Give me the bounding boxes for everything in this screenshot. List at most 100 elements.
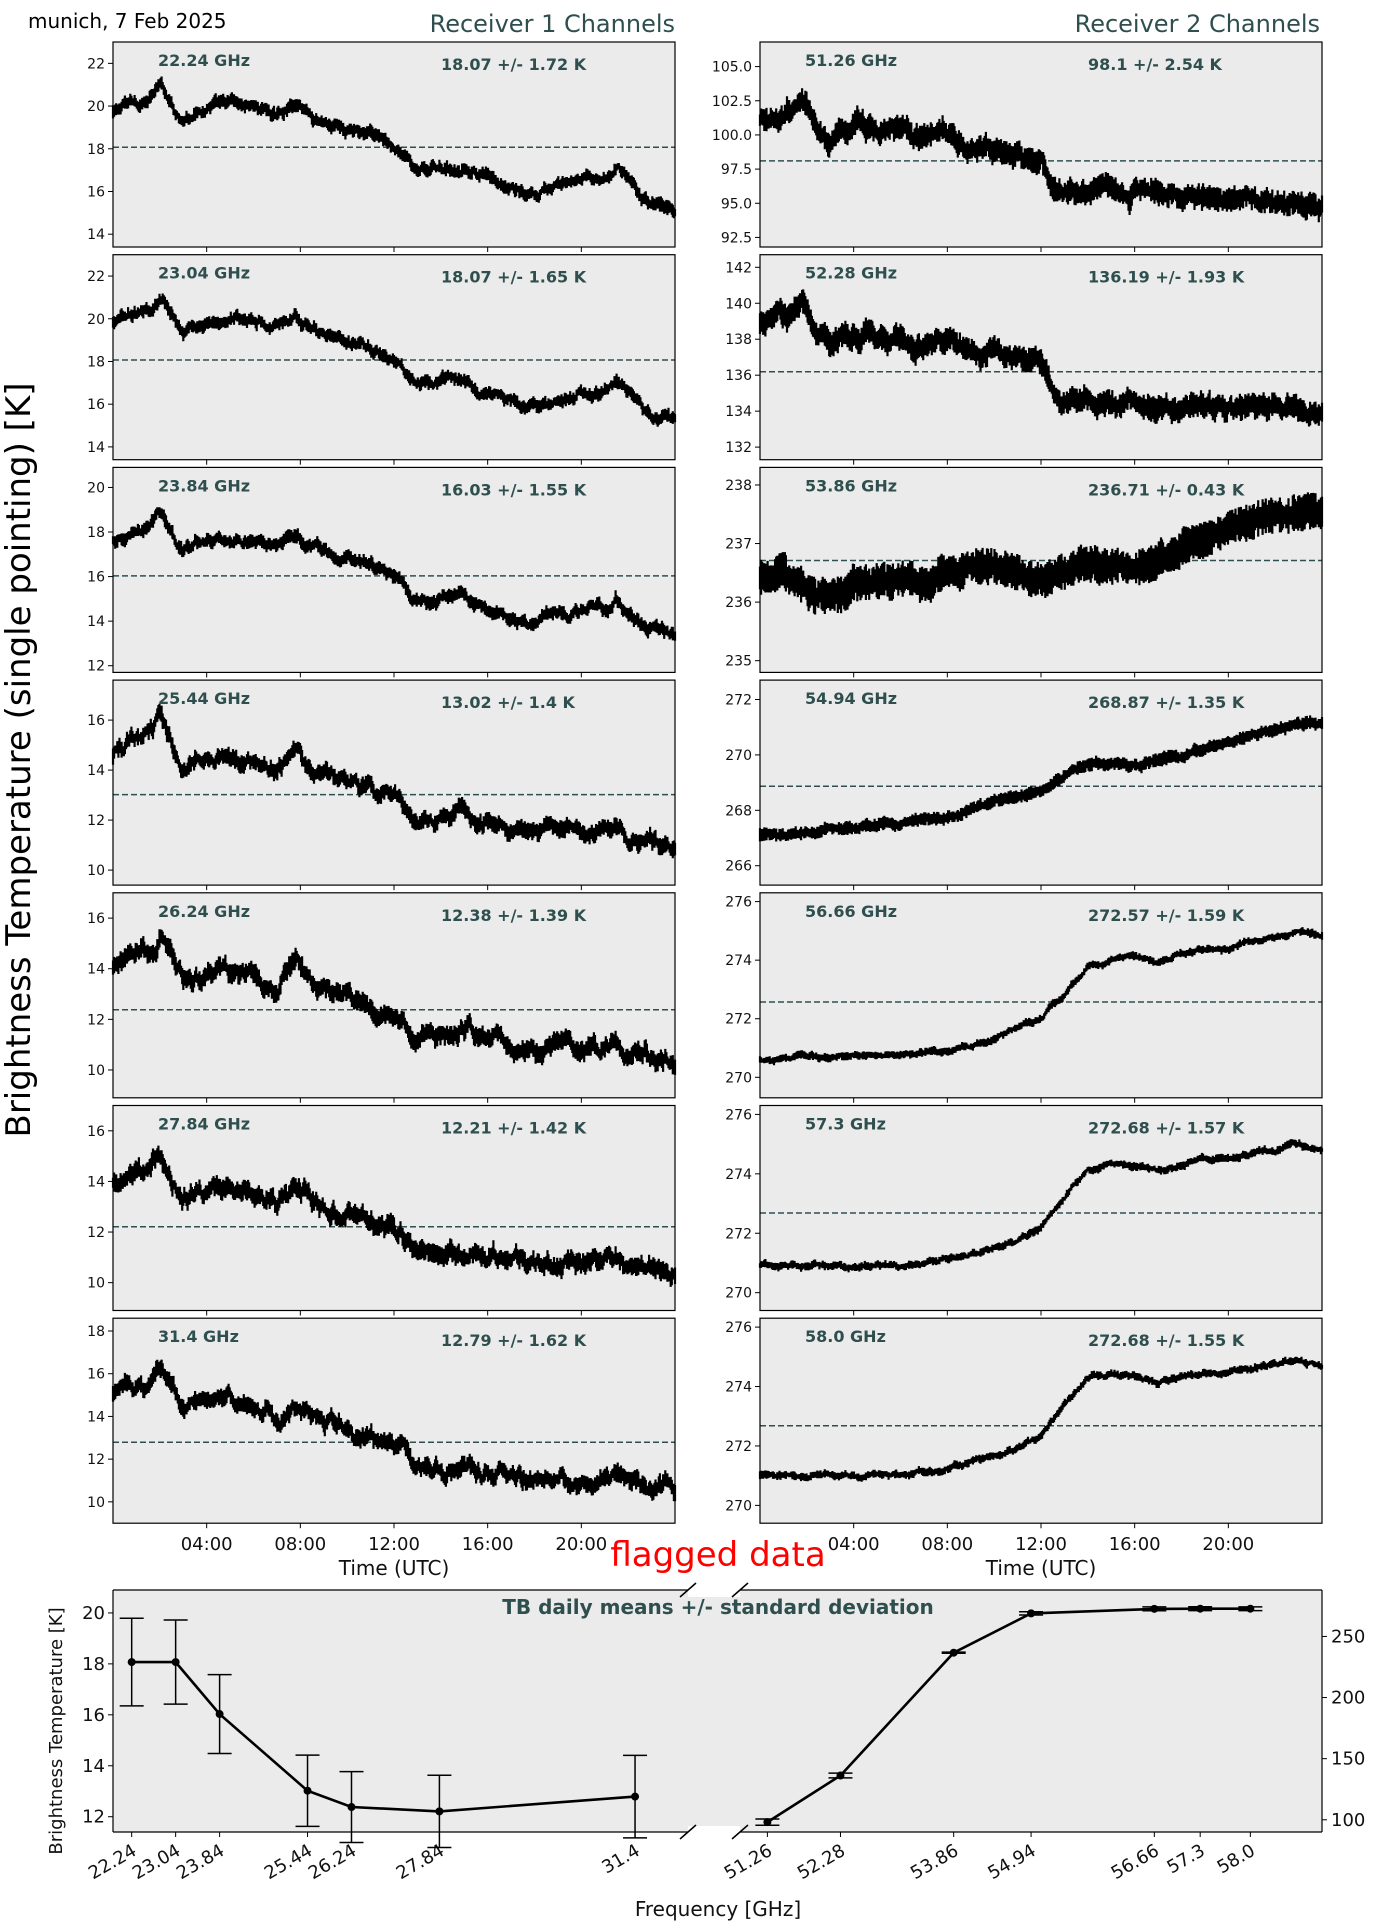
means-x-tick-label: 52.28 bbox=[794, 1840, 849, 1884]
means-background bbox=[113, 1590, 1322, 1832]
y-tick-label: 138 bbox=[725, 332, 752, 348]
means-x-tick-label: 31.4 bbox=[598, 1840, 643, 1878]
panel-background bbox=[760, 892, 1322, 1098]
channel-stat-label: 13.02 +/- 1.4 K bbox=[441, 693, 576, 712]
means-y2-tick-label: 150 bbox=[1331, 1749, 1365, 1770]
y-tick-label: 14 bbox=[87, 1409, 105, 1425]
y-tick-label: 16 bbox=[87, 184, 105, 200]
y-tick-label: 22 bbox=[87, 56, 105, 72]
y-tick-label: 10 bbox=[87, 1276, 105, 1292]
receiver2-title: Receiver 2 Channels bbox=[1075, 10, 1320, 38]
time-axis-label: Time (UTC) bbox=[338, 1556, 450, 1580]
panel-r2-1: 92.5 95.0 97.5 100.0 102.5 105.0 51.26 GHz 98.1… bbox=[712, 41, 1324, 252]
y-tick-label: 238 bbox=[725, 478, 752, 494]
y-tick-label: 12 bbox=[87, 659, 105, 675]
panel-r1-7: 10 12 14 16 18 31.4 GHz 12.79 +/- 1.62 K 04:00 0… bbox=[87, 1317, 677, 1580]
y-tick-label: 18 bbox=[87, 1324, 105, 1340]
y-tick-label: 276 bbox=[725, 1320, 752, 1336]
y-tick-label: 12 bbox=[87, 1452, 105, 1468]
y-tick-label: 102.5 bbox=[712, 94, 752, 110]
channel-frequency-label: 54.94 GHz bbox=[805, 689, 897, 708]
panel-frame bbox=[112, 1104, 676, 1312]
x-tick-label: 16:00 bbox=[1109, 1534, 1161, 1555]
panel-r2-5: 270 272 274 276 56.66 GHz 272.57 +/- 1.59 K bbox=[725, 892, 1324, 1103]
panel-frame bbox=[759, 466, 1323, 673]
panel-r2-4: 266 268 270 272 54.94 GHz 268.87 +/- 1.35 K bbox=[725, 679, 1324, 891]
channel-stat-label: 16.03 +/- 1.55 K bbox=[441, 480, 587, 499]
y-tick-label: 92.5 bbox=[721, 230, 752, 246]
panel-r1-2: 14 16 18 20 22 23.04 GHz 18.07 +/- 1.65 K bbox=[87, 254, 677, 465]
y-tick-label: 16 bbox=[87, 1124, 105, 1140]
mean-point bbox=[1027, 1609, 1036, 1618]
x-tick-label: 08:00 bbox=[921, 1534, 973, 1555]
mean-point bbox=[1150, 1604, 1159, 1613]
channel-stat-label: 272.68 +/- 1.55 K bbox=[1088, 1331, 1245, 1350]
y-tick-label: 20 bbox=[87, 480, 105, 496]
y-tick-label: 132 bbox=[725, 440, 752, 456]
panel-r1-4: 10 12 14 16 25.44 GHz 13.02 +/- 1.4 K bbox=[87, 679, 677, 891]
y-tick-label: 270 bbox=[725, 1070, 752, 1086]
mean-point bbox=[347, 1803, 356, 1812]
channel-stat-label: 12.79 +/- 1.62 K bbox=[441, 1331, 587, 1350]
x-tick-label: 04:00 bbox=[181, 1534, 233, 1555]
channel-frequency-label: 31.4 GHz bbox=[158, 1327, 239, 1346]
y-tick-label: 16 bbox=[87, 397, 105, 413]
break-marker bbox=[679, 1824, 697, 1840]
y-tick-label: 272 bbox=[725, 1439, 752, 1455]
y-tick-label: 270 bbox=[725, 1498, 752, 1514]
y-tick-label: 18 bbox=[87, 142, 105, 158]
means-x-tick-label: 54.94 bbox=[984, 1840, 1039, 1884]
y-tick-label: 16 bbox=[87, 911, 105, 927]
mean-point bbox=[435, 1807, 444, 1816]
y-tick-label: 100.0 bbox=[712, 128, 752, 144]
means-y2-tick-label: 250 bbox=[1331, 1626, 1365, 1647]
y-tick-label: 14 bbox=[87, 614, 105, 630]
channel-stat-label: 136.19 +/- 1.93 K bbox=[1088, 268, 1245, 287]
means-y-tick-label: 12 bbox=[82, 1807, 105, 1828]
channel-frequency-label: 53.86 GHz bbox=[805, 476, 897, 495]
panel-background bbox=[760, 1318, 1322, 1524]
y-tick-label: 272 bbox=[725, 692, 752, 708]
means-y-tick-label: 14 bbox=[82, 1756, 105, 1777]
mean-point bbox=[763, 1818, 772, 1827]
flagged-data-label: flagged data bbox=[610, 1535, 825, 1575]
x-tick-label: 16:00 bbox=[462, 1534, 514, 1555]
means-y2-tick-label: 200 bbox=[1331, 1688, 1365, 1709]
means-x-tick-label: 23.84 bbox=[173, 1840, 228, 1884]
panel-frame bbox=[112, 466, 676, 673]
y-tick-label: 14 bbox=[87, 763, 105, 779]
y-tick-label: 237 bbox=[725, 537, 752, 553]
means-x-tick-label: 51.26 bbox=[721, 1840, 776, 1884]
panel-background bbox=[113, 892, 675, 1098]
location-date: munich, 7 Feb 2025 bbox=[28, 9, 227, 33]
time-axis-label: Time (UTC) bbox=[985, 1556, 1097, 1580]
y-tick-label: 266 bbox=[725, 859, 752, 875]
panel-r2-6: 270 272 274 276 57.3 GHz 272.68 +/- 1.57 K bbox=[725, 1104, 1324, 1316]
channel-stat-label: 272.57 +/- 1.59 K bbox=[1088, 906, 1245, 925]
means-y-tick-label: 18 bbox=[82, 1654, 105, 1675]
break-marker bbox=[731, 1582, 749, 1598]
y-tick-label: 20 bbox=[87, 312, 105, 328]
y-tick-label: 272 bbox=[725, 1226, 752, 1242]
panel-background bbox=[760, 680, 1322, 886]
channel-frequency-label: 23.04 GHz bbox=[158, 264, 250, 283]
y-tick-label: 16 bbox=[87, 1367, 105, 1383]
mean-point bbox=[127, 1658, 136, 1667]
axis-break-top bbox=[688, 1587, 740, 1597]
panel-frame bbox=[112, 41, 676, 248]
y-tick-label: 14 bbox=[87, 440, 105, 456]
means-x-tick-label: 26.24 bbox=[305, 1840, 360, 1884]
channel-frequency-label: 58.0 GHz bbox=[805, 1327, 886, 1346]
channel-frequency-label: 56.66 GHz bbox=[805, 902, 897, 921]
panel-r2-2: 132 134 136 138 140 142 52.28 GHz 136.19 +/- 1.… bbox=[725, 254, 1324, 465]
y-tick-label: 12 bbox=[87, 813, 105, 829]
x-tick-label: 12:00 bbox=[1015, 1534, 1067, 1555]
y-tick-label: 235 bbox=[725, 654, 752, 670]
panel-frame bbox=[759, 254, 1323, 461]
y-tick-label: 14 bbox=[87, 1174, 105, 1190]
mean-point bbox=[303, 1786, 312, 1795]
x-tick-label: 20:00 bbox=[1202, 1534, 1254, 1555]
means-y2-tick-label: 100 bbox=[1331, 1810, 1365, 1831]
